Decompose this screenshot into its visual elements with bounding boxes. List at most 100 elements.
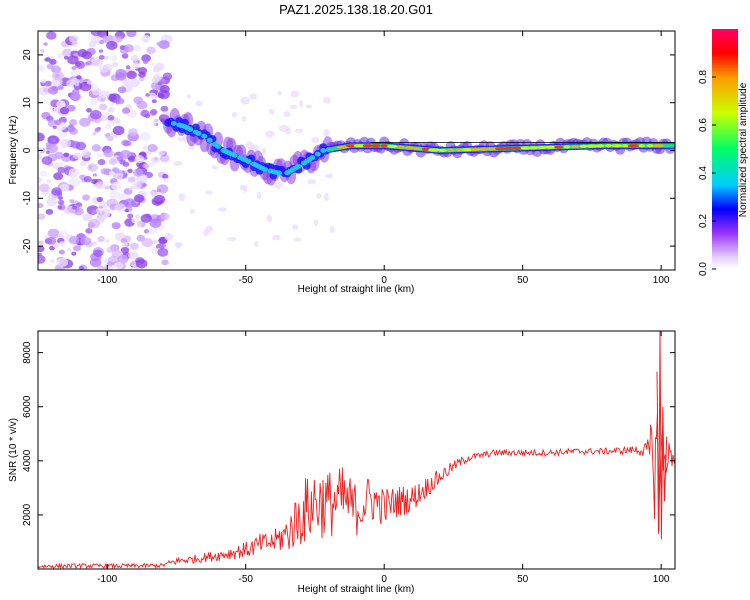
noise-blob	[127, 213, 134, 219]
x-tick-label: -50	[238, 574, 253, 585]
ridge-peak	[570, 144, 580, 149]
noise-blob	[104, 133, 110, 138]
ridge-core	[215, 143, 222, 149]
noise-blob	[120, 246, 130, 254]
noise-blob	[98, 49, 104, 53]
noise-blob	[291, 224, 299, 230]
noise-blob	[85, 60, 92, 66]
noise-blob	[67, 104, 76, 112]
noise-blob	[150, 108, 158, 115]
noise-blob	[68, 124, 74, 129]
ridge-peak	[545, 145, 556, 149]
noise-blob	[174, 242, 183, 247]
noise-blob	[128, 128, 138, 137]
noise-blob	[118, 193, 128, 201]
noise-blob	[88, 218, 101, 229]
noise-blob	[45, 150, 50, 155]
noise-blob	[81, 51, 93, 60]
noise-blob	[69, 119, 78, 126]
noise-blob	[117, 254, 129, 264]
noise-blob	[50, 138, 57, 143]
noise-blob	[63, 152, 70, 158]
noise-blob	[102, 258, 108, 262]
noise-blob	[38, 183, 50, 193]
snr-series-line	[38, 412, 675, 569]
colorbar: 0.0 0.2 0.4 0.6 0.8 Normalized spectral ampl…	[698, 29, 749, 276]
noise-blob	[130, 55, 139, 62]
noise-blob	[57, 52, 64, 58]
noise-blob	[80, 236, 92, 246]
noise-blob	[49, 259, 56, 264]
x-tick-label: 50	[517, 574, 529, 585]
noise-blob	[59, 183, 70, 192]
x-tick-label: 100	[653, 574, 670, 585]
noise-blob	[38, 240, 44, 245]
ridge-peak	[638, 144, 645, 148]
noise-blob	[40, 49, 45, 53]
noise-blob	[261, 148, 267, 155]
figure-title: PAZ1.2025.138.18.20.G01	[279, 2, 433, 17]
ridge-core	[187, 126, 194, 132]
ridge-peak	[621, 144, 629, 148]
noise-blob	[89, 257, 102, 268]
noise-blob	[110, 102, 115, 107]
noise-blob	[86, 107, 92, 113]
ridge-core	[262, 167, 269, 173]
noise-blob	[149, 218, 162, 228]
noise-blob	[47, 228, 60, 239]
noise-blob	[100, 168, 109, 175]
noise-blob	[43, 42, 48, 46]
noise-blob	[122, 107, 131, 114]
noise-blob	[53, 172, 64, 181]
ridge-peak	[503, 146, 515, 151]
ridge-peak	[455, 148, 463, 152]
noise-blob	[186, 94, 192, 99]
noise-blob	[95, 181, 106, 190]
ridge-peak	[446, 148, 455, 152]
noise-blob	[268, 108, 275, 115]
noise-blob	[81, 150, 92, 158]
noise-blob	[151, 99, 157, 104]
noise-blob	[53, 107, 59, 112]
noise-blob	[38, 213, 46, 220]
noise-blob	[316, 192, 322, 200]
noise-blob	[272, 234, 281, 241]
noise-blob	[122, 52, 129, 58]
noise-blob	[90, 166, 96, 170]
noise-blob	[46, 236, 57, 245]
ridge-peak	[596, 144, 605, 148]
noise-blob	[38, 245, 45, 253]
noise-blob	[178, 193, 186, 202]
noise-blob	[56, 100, 66, 108]
noise-blob	[79, 265, 85, 270]
noise-blob	[51, 85, 58, 92]
noise-blob	[195, 100, 203, 107]
noise-blob	[97, 158, 106, 166]
x-tick-label: -100	[97, 275, 117, 286]
ridge-core	[669, 143, 675, 148]
noise-blob	[152, 66, 161, 73]
noise-blob	[97, 153, 103, 158]
noise-blob	[311, 136, 320, 144]
ridge-core	[309, 155, 316, 161]
noise-blob	[249, 93, 257, 100]
colorbar-tick-label: 0.0	[698, 262, 709, 276]
ridge-peak	[362, 144, 373, 148]
noise-blob	[256, 191, 262, 200]
noise-blob	[98, 55, 105, 60]
spectrogram-x-ticks: -100 -50 0 50 100	[97, 31, 670, 286]
noise-blob	[119, 149, 132, 160]
snr-frame	[37, 330, 676, 570]
colorbar-tick-label: 0.4	[698, 166, 709, 180]
noise-blob	[110, 43, 115, 47]
noise-blob	[141, 54, 151, 62]
noise-blob	[227, 236, 237, 242]
noise-blob	[294, 237, 302, 242]
noise-blob	[92, 132, 97, 136]
ridge-peak	[380, 144, 388, 148]
noise-blob	[217, 207, 227, 212]
noise-blob	[38, 147, 44, 153]
noise-blob	[96, 265, 107, 270]
noise-blob	[108, 158, 118, 165]
